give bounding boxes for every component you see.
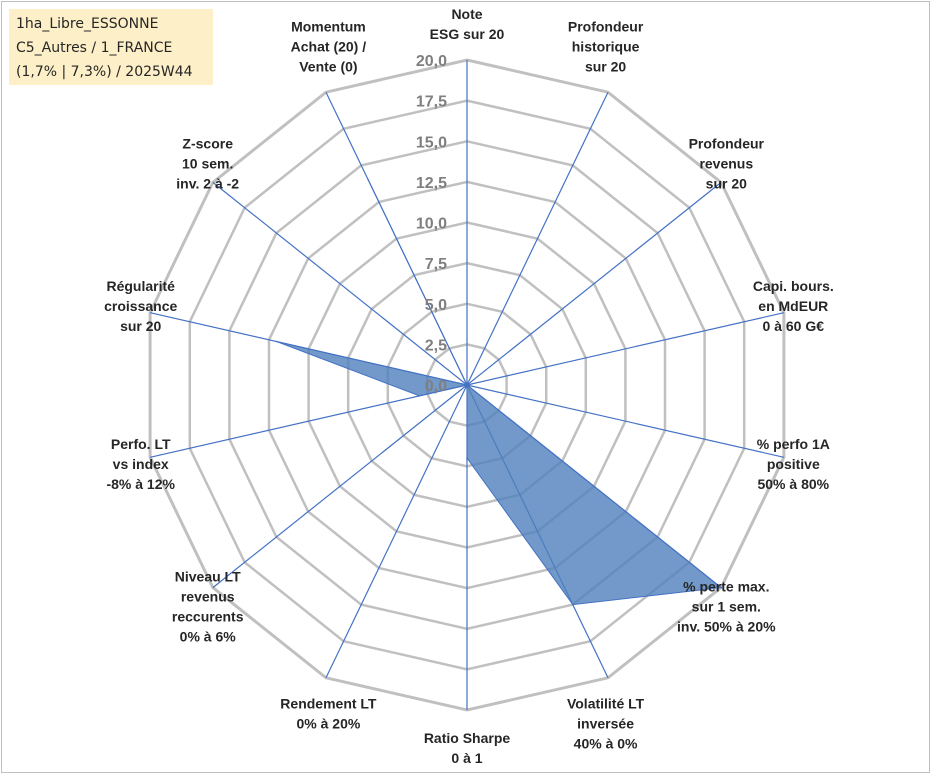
axis-spoke (149, 384, 468, 458)
category-label: Niveau LT revenus reccurents 0% à 6% (172, 568, 244, 644)
tick-label: 10,0 (416, 216, 447, 233)
category-label-line: inversée (577, 716, 634, 732)
category-label-line: Profondeur (568, 18, 644, 34)
category-label: % perfo 1A positive 50% à 80% (757, 436, 830, 492)
category-label-line: historique (572, 38, 640, 54)
data-point (276, 340, 278, 343)
axis-spoke (466, 181, 722, 386)
category-label-line: 40% à 0% (574, 736, 638, 752)
tick-label: 12,5 (416, 175, 447, 192)
tick-label: 17,5 (416, 94, 447, 111)
category-label-line: Momentum (291, 18, 366, 34)
category-label-line: 0 à 60 G€ (763, 318, 825, 334)
category-label-line: sur 1 sem. (692, 598, 761, 614)
category-label-line: Profondeur (689, 136, 765, 152)
category-label-line: sur 20 (706, 176, 747, 192)
category-label-line: Z-score (182, 136, 233, 152)
category-label-line: Capi. bours. (753, 278, 834, 294)
category-label: Capi. bours. en MdEUR 0 à 60 G€ (753, 278, 834, 334)
category-label-line: Note (451, 6, 482, 22)
data-point (466, 457, 468, 459)
category-label-line: Achat (20) / (291, 38, 367, 54)
axis-spoke (466, 312, 785, 386)
category-label-line: revenus (181, 588, 235, 604)
category-label-line: -8% à 12% (106, 476, 175, 492)
tick-label: 20,0 (416, 53, 447, 70)
data-point (466, 384, 468, 386)
category-label: Volatilité LT inversée 40% à 0% (567, 696, 645, 752)
axis-spoke (325, 384, 468, 679)
series-layer (276, 179, 723, 606)
tick-label: 15,0 (416, 134, 447, 151)
tick-label: 2,5 (425, 337, 447, 354)
category-label-line: inv. 50% à 20% (677, 618, 776, 634)
category-label-line: Rendement LT (280, 696, 377, 712)
category-label: Momentum Achat (20) / Vente (0) (291, 18, 367, 74)
category-label: Perfo. LT vs index -8% à 12% (106, 436, 175, 492)
info-line-2: C5_Autres / 1_FRANCE (16, 40, 173, 56)
category-label: Régularité croissance sur 20 (104, 278, 177, 334)
category-label-line: 0 à 1 (451, 750, 482, 766)
category-label-line: inv. 2 à -2 (176, 176, 239, 192)
category-label-line: Ratio Sharpe (424, 730, 511, 746)
category-label-line: Niveau LT (175, 568, 241, 584)
category-label-line: sur 20 (120, 318, 161, 334)
category-label: Z-score 10 sem. inv. 2 à -2 (176, 136, 239, 192)
series-area (276, 179, 723, 606)
category-label-line: croissance (104, 298, 177, 314)
data-point (572, 603, 574, 606)
info-line-1: 1ha_Libre_ESSONNE (16, 16, 159, 32)
tick-label: 5,0 (425, 297, 447, 314)
category-label-line: Volatilité LT (567, 696, 645, 712)
tick-label: 0,0 (425, 378, 447, 395)
category-label-line: revenus (699, 156, 753, 172)
info-line-3: (1,7% | 7,3%) / 2025W44 (16, 64, 193, 80)
category-label-line: Vente (0) (299, 58, 357, 74)
axis-spoke (466, 384, 785, 458)
category-label: % perte max. sur 1 sem. inv. 50% à 20% (677, 578, 776, 634)
axis-spoke (212, 384, 468, 589)
category-label: Ratio Sharpe 0 à 1 (424, 730, 511, 766)
category-label-line: 0% à 6% (180, 628, 237, 644)
category-label-line: % perfo 1A (757, 436, 830, 452)
category-label-line: en MdEUR (758, 298, 828, 314)
tick-layer: 0,0 2,5 5,0 7,5 10,0 12,5 15,0 17,5 20,0 (416, 53, 447, 395)
data-point (367, 179, 370, 181)
category-label-line: sur 20 (585, 58, 626, 74)
data-point (720, 586, 722, 589)
category-label-line: reccurents (172, 608, 244, 624)
tick-label: 7,5 (425, 256, 447, 273)
category-label: Note ESG sur 20 (430, 6, 505, 42)
axis-spoke (212, 181, 468, 386)
category-label-line: positive (767, 456, 820, 472)
category-label-line: Perfo. LT (111, 436, 171, 452)
axis-spoke (466, 91, 609, 386)
category-label: Profondeur revenus sur 20 (689, 136, 765, 192)
category-label: Profondeur historique sur 20 (568, 18, 644, 74)
data-point (418, 395, 421, 397)
info-box: 1ha_Libre_ESSONNE C5_Autres / 1_FRANCE (… (9, 9, 213, 85)
category-label-line: ESG sur 20 (430, 26, 505, 42)
category-label-line: 0% à 20% (296, 716, 360, 732)
category-label-line: 50% à 80% (757, 476, 829, 492)
category-label-line: % perte max. (683, 578, 769, 594)
category-label-line: Régularité (106, 278, 175, 294)
category-label: Rendement LT 0% à 20% (280, 696, 377, 732)
category-labels: Note ESG sur 20 Profondeur historique sur 20… (104, 6, 834, 766)
category-label-line: vs index (113, 456, 169, 472)
category-label-line: 10 sem. (182, 156, 233, 172)
